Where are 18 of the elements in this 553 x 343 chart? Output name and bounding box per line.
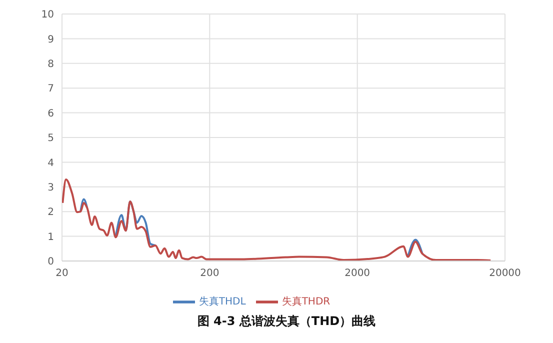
y-tick-label: 3 [48, 182, 54, 194]
y-tick-label: 7 [48, 84, 54, 95]
y-tick-label: 5 [48, 133, 54, 144]
x-tick-label: 2000 [344, 268, 370, 280]
text: 图 4-3 总谐波失真（THD）曲线 [196, 313, 377, 330]
y-tick-label: 4 [48, 158, 54, 169]
legend-label: 失真THDR [282, 296, 330, 308]
y-tick-label: 10 [41, 10, 54, 21]
x-tick-label: 20 [56, 268, 68, 280]
y-tick-label: 9 [48, 34, 54, 46]
y-tick-label: 1 [48, 232, 54, 243]
y-tick-label: 6 [48, 108, 54, 120]
y-tick-label: 0 [48, 256, 54, 268]
legend-label: 失真THDL [198, 296, 246, 308]
y-tick-label: 2 [48, 207, 54, 218]
y-tick-label: 8 [48, 58, 54, 70]
x-tick-label: 200 [200, 268, 220, 280]
x-tick-label: 20000 [489, 268, 521, 280]
